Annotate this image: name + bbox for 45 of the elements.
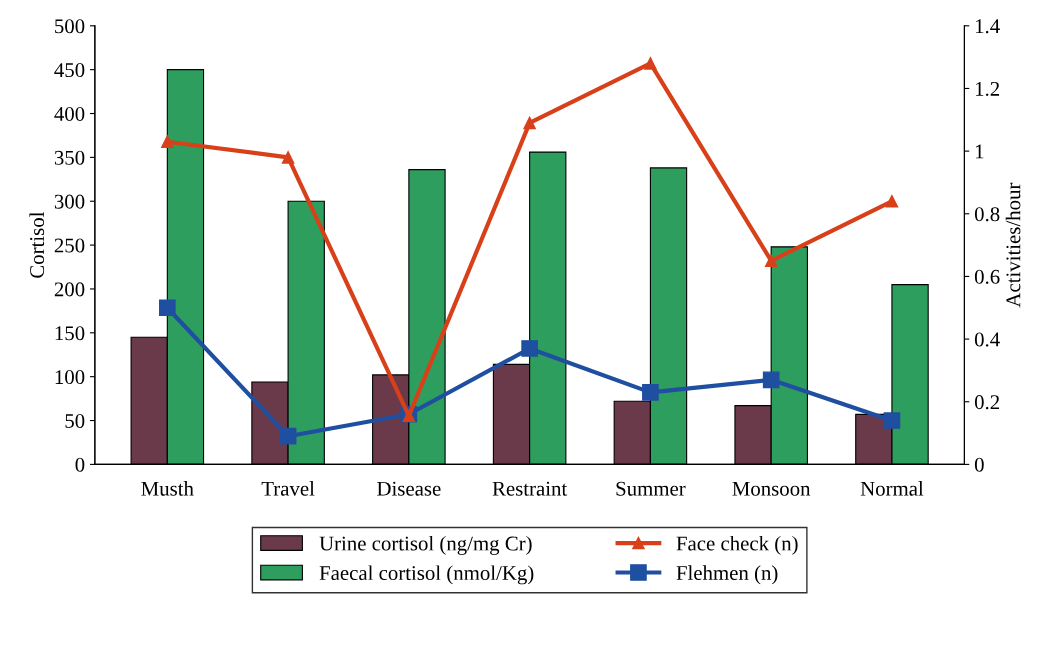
point (642, 384, 659, 401)
y-tick-label: 350 (54, 150, 85, 165)
point (885, 194, 899, 208)
y2-tick-label: 0.4 (974, 332, 1000, 347)
y2-tick-label: 0.8 (974, 207, 1000, 222)
legend-label: Faecal cortisol (nmol/Kg) (319, 565, 534, 585)
point (883, 412, 901, 429)
y-tick-label: 500 (55, 19, 85, 34)
y2-tick-label: 0 (974, 457, 984, 472)
y-tick-label: 50 (65, 413, 85, 428)
y2-tick-label: 0.2 (974, 395, 1000, 410)
y2-axis-title: Activities/hour (1005, 182, 1021, 308)
x-tick-label: Normal (860, 481, 924, 496)
x-tick-label: Restraint (492, 481, 568, 496)
x-tick-label: Disease (377, 481, 441, 496)
y2-tick-label: 1 (975, 144, 984, 159)
y-tick-label: 300 (54, 194, 85, 209)
point (762, 371, 780, 389)
x-tick-label: Musth (141, 481, 194, 496)
y-tick-label: 100 (55, 370, 85, 385)
point (158, 299, 176, 317)
y-tick-label: 450 (54, 63, 85, 78)
point (644, 57, 657, 70)
x-tick-label: Travel (261, 481, 315, 496)
point (279, 427, 297, 445)
y-axis-title: Cortisol (29, 211, 45, 278)
point (764, 254, 778, 268)
x-tick-label: Monsoon (732, 481, 811, 496)
x-tick-label: Summer (616, 481, 686, 496)
y-tick-label: 400 (54, 106, 85, 121)
legend-label: Urine cortisol (ng/mg Cr) (319, 535, 532, 555)
point (523, 116, 536, 130)
y2-tick-label: 1.2 (975, 81, 1000, 96)
point (402, 409, 416, 423)
y-tick-label: 250 (54, 238, 85, 253)
point (161, 135, 174, 148)
point (521, 340, 538, 357)
legend-label: Flehmen (n) (676, 565, 778, 585)
y2-tick-label: 0.6 (974, 269, 1000, 284)
point (281, 151, 295, 164)
y2-tick-label: 1.4 (975, 19, 1000, 34)
y-tick-label: 150 (55, 326, 85, 341)
y-tick-label: 0 (75, 457, 85, 472)
legend-label: Face check (n) (676, 535, 798, 555)
y-tick-label: 200 (54, 282, 85, 297)
